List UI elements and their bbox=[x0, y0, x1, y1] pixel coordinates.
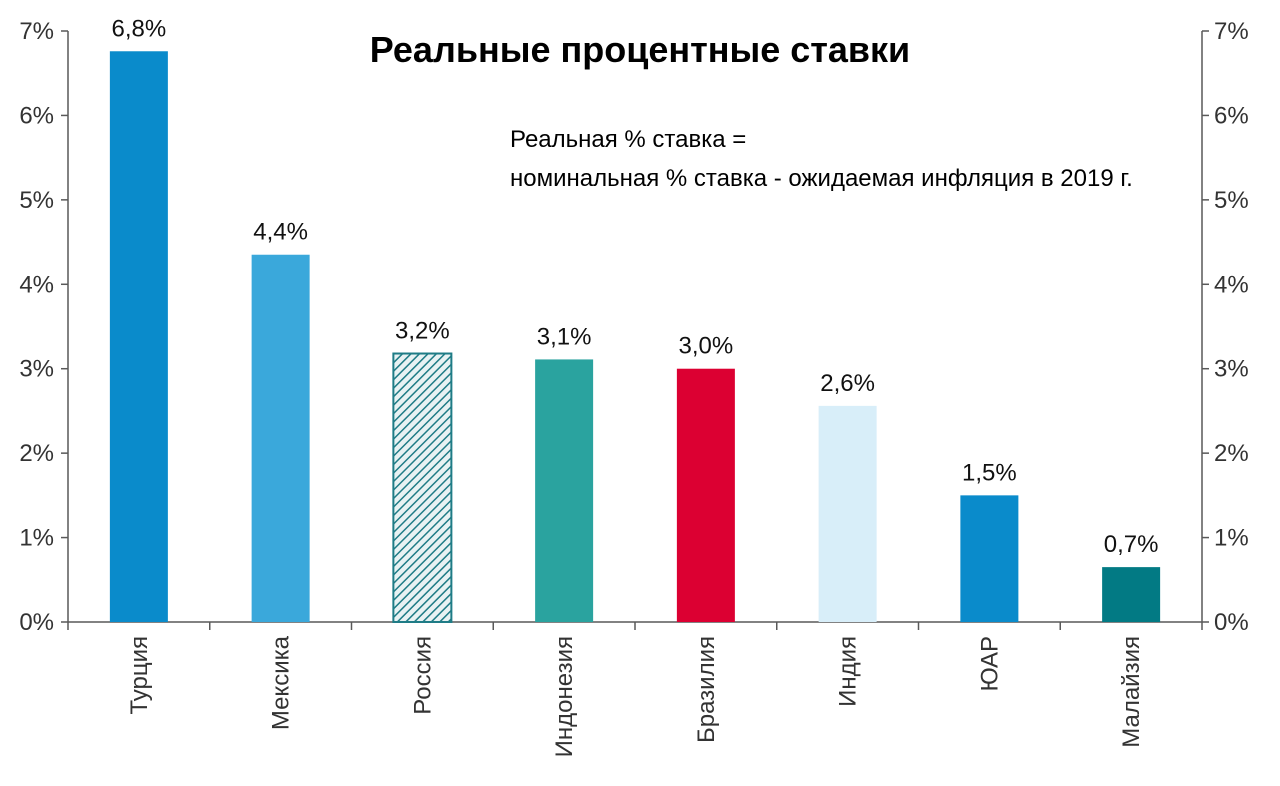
bar-1 bbox=[109, 51, 168, 622]
data-label-2: 4,4% bbox=[253, 219, 308, 246]
y-tick-label-left: 7% bbox=[19, 18, 54, 45]
bar-3 bbox=[392, 352, 453, 623]
bar-6 bbox=[818, 405, 877, 622]
annotation-line-1: Реальная % ставка = bbox=[510, 126, 746, 153]
bar-4 bbox=[535, 359, 594, 622]
category-labels: Турция Мексика Россия Индонезия Бразилия Инди… bbox=[126, 635, 1145, 757]
y-tick-label-left: 5% bbox=[19, 187, 54, 214]
bar-7 bbox=[960, 495, 1019, 622]
y-tick-label-right: 0% bbox=[1214, 609, 1249, 636]
y-tick-label-left: 0% bbox=[19, 609, 54, 636]
y-tick-label-left: 4% bbox=[19, 271, 54, 298]
y-tick-label-right: 3% bbox=[1214, 356, 1249, 383]
y-tick-label-right: 2% bbox=[1214, 440, 1249, 467]
category-label-3: Россия bbox=[409, 636, 436, 715]
category-label-6: Индия bbox=[835, 636, 862, 707]
category-label-8: Малайзия bbox=[1118, 636, 1145, 748]
data-label-6: 2,6% bbox=[820, 370, 875, 397]
category-label-7: ЮАР bbox=[976, 636, 1003, 691]
data-label-5: 3,0% bbox=[679, 333, 734, 360]
data-label-8: 0,7% bbox=[1104, 531, 1159, 558]
data-label-3: 3,2% bbox=[395, 318, 450, 345]
y-tick-label-left: 1% bbox=[19, 525, 54, 552]
y-tick-label-left: 2% bbox=[19, 440, 54, 467]
y-tick-label-right: 6% bbox=[1214, 102, 1249, 129]
data-label-4: 3,1% bbox=[537, 323, 592, 350]
data-label-1: 6,8% bbox=[112, 15, 167, 42]
y-tick-label-right: 5% bbox=[1214, 187, 1249, 214]
data-label-7: 1,5% bbox=[962, 459, 1017, 486]
category-label-1: Турция bbox=[126, 636, 153, 715]
chart-title: Реальные процентные ставки bbox=[370, 29, 910, 70]
bars bbox=[109, 51, 1161, 623]
category-label-4: Индонезия bbox=[551, 636, 578, 757]
y-tick-label-left: 6% bbox=[19, 102, 54, 129]
bar-5 bbox=[676, 368, 735, 622]
axes: 0% 0% 1% 1% 2% 2% 3% 3% 4% 4% 5% 5% 6% 6% 7% 7% bbox=[19, 18, 1248, 636]
annotation-line-2: номинальная % ставка - ожидаемая инфляци… bbox=[510, 165, 1133, 192]
data-labels: 6,8% 4,4% 3,2% 3,1% 3,0% 2,6% 1,5% 0,7% bbox=[112, 15, 1159, 558]
y-tick-label-left: 3% bbox=[19, 356, 54, 383]
category-label-5: Бразилия bbox=[693, 636, 720, 743]
category-label-2: Мексика bbox=[268, 635, 295, 730]
bar-8 bbox=[1102, 567, 1161, 622]
bar-2 bbox=[251, 254, 310, 622]
y-tick-label-right: 4% bbox=[1214, 271, 1249, 298]
y-tick-label-right: 7% bbox=[1214, 18, 1249, 45]
y-tick-label-right: 1% bbox=[1214, 525, 1249, 552]
